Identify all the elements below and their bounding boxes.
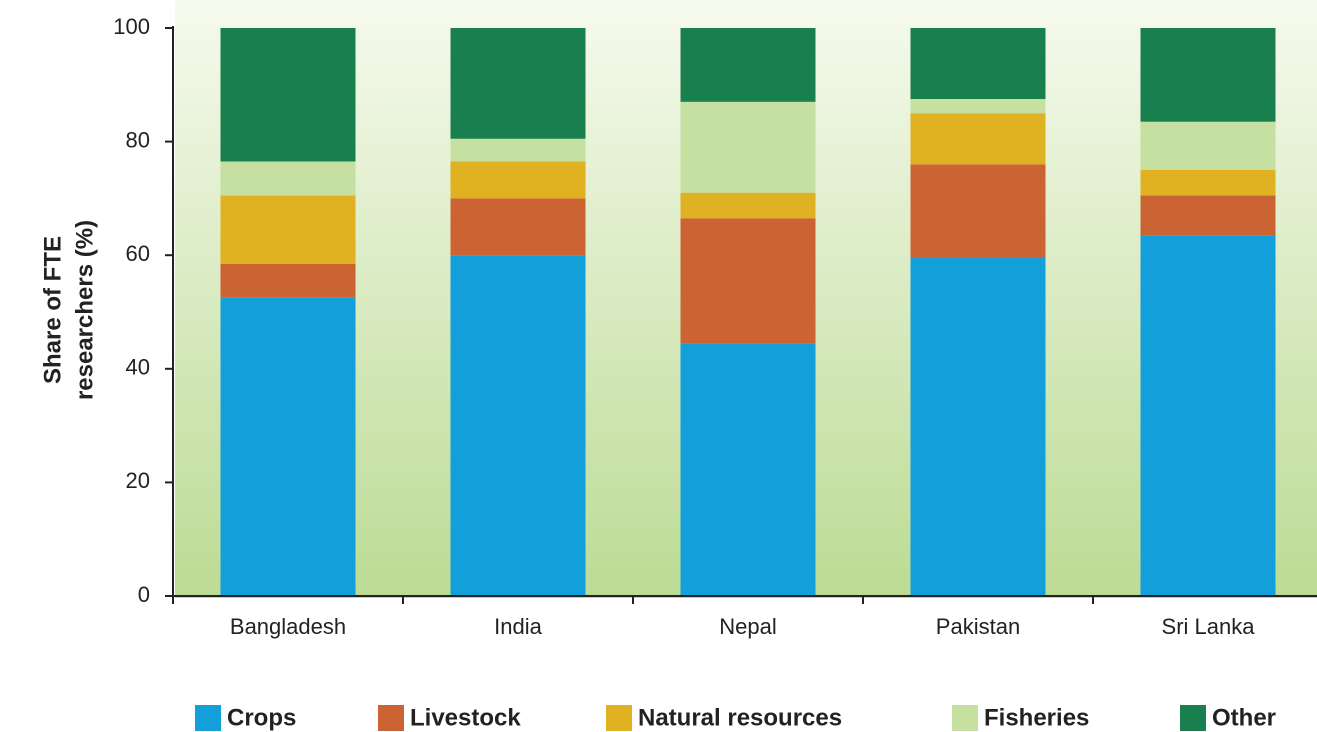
bar-segment bbox=[221, 264, 356, 298]
legend-item: Other bbox=[1180, 704, 1276, 731]
legend-label: Other bbox=[1212, 704, 1276, 731]
bar-segment bbox=[1141, 122, 1276, 170]
bar-segment bbox=[1141, 196, 1276, 236]
bar-segment bbox=[681, 218, 816, 343]
bar-segment bbox=[451, 255, 586, 596]
y-tick-label: 40 bbox=[126, 355, 150, 380]
y-tick-label: 80 bbox=[126, 127, 150, 152]
y-tick-label: 0 bbox=[138, 582, 150, 607]
legend-swatch bbox=[952, 705, 978, 731]
bar-segment bbox=[221, 196, 356, 264]
legend-item: Livestock bbox=[378, 704, 521, 731]
legend-label: Natural resources bbox=[638, 704, 842, 731]
x-tick-label: India bbox=[494, 614, 542, 639]
x-tick-label: Pakistan bbox=[936, 614, 1020, 639]
bar-segment bbox=[681, 102, 816, 193]
y-axis-title-line: researchers (%) bbox=[71, 220, 98, 400]
bar-segment bbox=[681, 28, 816, 102]
x-tick-label: Bangladesh bbox=[230, 614, 346, 639]
legend-swatch bbox=[195, 705, 221, 731]
bar-segment bbox=[1141, 235, 1276, 596]
y-tick-label: 100 bbox=[113, 14, 150, 39]
bar-segment bbox=[681, 343, 816, 596]
legend-item: Crops bbox=[195, 704, 296, 731]
bar-segment bbox=[451, 139, 586, 162]
legend-label: Livestock bbox=[410, 704, 521, 731]
bar-segment bbox=[451, 161, 586, 198]
legend-swatch bbox=[1180, 705, 1206, 731]
bar-segment bbox=[911, 28, 1046, 99]
legend-label: Crops bbox=[227, 704, 296, 731]
bar-segment bbox=[451, 28, 586, 139]
x-tick-label: Nepal bbox=[719, 614, 776, 639]
bar-segment bbox=[1141, 28, 1276, 122]
bar-segment bbox=[221, 28, 356, 161]
y-axis-title-line: Share of FTE bbox=[39, 236, 66, 384]
y-tick-label: 20 bbox=[126, 468, 150, 493]
bar-segment bbox=[911, 113, 1046, 164]
y-axis-title: Share of FTE researchers (%) bbox=[39, 220, 98, 400]
bar-segment bbox=[911, 99, 1046, 113]
bar-segment bbox=[1141, 170, 1276, 196]
legend-item: Natural resources bbox=[606, 704, 842, 731]
y-tick-label: 60 bbox=[126, 241, 150, 266]
legend-label: Fisheries bbox=[984, 704, 1089, 731]
bar-segment bbox=[681, 193, 816, 219]
legend-item: Fisheries bbox=[952, 704, 1089, 731]
bar-segment bbox=[451, 198, 586, 255]
bar-segment bbox=[911, 258, 1046, 596]
bar-segment bbox=[911, 164, 1046, 258]
legend-swatch bbox=[606, 705, 632, 731]
legend-swatch bbox=[378, 705, 404, 731]
x-tick-label: Sri Lanka bbox=[1162, 614, 1256, 639]
bar-segment bbox=[221, 161, 356, 195]
chart: Share of FTE researchers (%) 0 20 40 60 80 10… bbox=[0, 0, 1317, 732]
bar-segment bbox=[221, 298, 356, 596]
